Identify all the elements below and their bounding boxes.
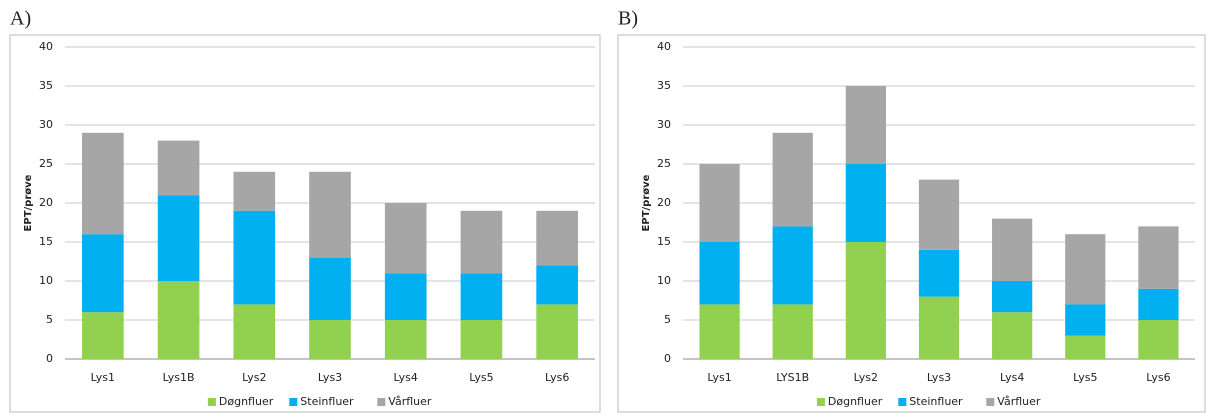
panel-label: B) <box>618 8 638 30</box>
bar-segment <box>309 320 351 359</box>
x-tick-label: Lys1B <box>163 371 195 384</box>
bar-segment <box>699 164 740 242</box>
y-tick-label: 15 <box>657 235 671 248</box>
bar-segment <box>536 210 578 266</box>
y-tick-label: 5 <box>46 313 53 326</box>
x-tick-label: Lys4 <box>1000 371 1024 384</box>
legend-label: Vårfluer <box>997 395 1041 408</box>
y-tick-label: 30 <box>39 118 53 131</box>
y-tick-label: 35 <box>657 79 671 92</box>
bar-segment <box>384 273 427 320</box>
x-tick-label: Lys5 <box>1073 371 1097 384</box>
x-tick-label: Lys2 <box>242 371 266 384</box>
x-tick-label: Lys3 <box>927 371 951 384</box>
bar-segment <box>772 226 813 305</box>
legend-swatch <box>289 398 298 406</box>
y-axis-label: EPT/prøve <box>23 174 34 231</box>
bar-segment <box>536 265 578 305</box>
y-axis-label: EPT/prøve <box>641 174 652 231</box>
bar-segment <box>918 179 960 250</box>
y-tick-label: 5 <box>664 313 671 326</box>
bar-segment <box>699 242 740 305</box>
y-tick-label: 40 <box>657 40 671 53</box>
x-tick-label: Lys1 <box>707 371 731 384</box>
y-tick-label: 25 <box>657 157 671 170</box>
bar-segment <box>460 320 503 359</box>
bar-segment <box>82 312 124 359</box>
bar-segment <box>992 218 1033 281</box>
y-tick-label: 35 <box>39 79 53 92</box>
legend-swatch <box>986 398 995 406</box>
y-tick-label: 0 <box>46 352 53 365</box>
y-tick-label: 30 <box>657 118 671 131</box>
x-tick-label: Lys2 <box>854 371 878 384</box>
bar-segment <box>384 203 427 274</box>
bar-segment <box>1065 234 1106 305</box>
y-tick-label: 40 <box>39 40 53 53</box>
x-tick-label: Lys3 <box>318 371 342 384</box>
legend-label: Vårfluer <box>388 395 432 408</box>
bar-segment <box>1065 304 1106 336</box>
legend-label: Døgnfluer <box>219 395 274 408</box>
bar-segment <box>918 296 960 359</box>
legend-swatch <box>898 398 907 406</box>
bar-segment <box>309 257 351 320</box>
legend-label: Døgnfluer <box>828 395 883 408</box>
legend-swatch <box>377 398 386 406</box>
bar-segment <box>772 304 813 359</box>
y-tick-label: 10 <box>657 274 671 287</box>
x-tick-label: Lys6 <box>1146 371 1170 384</box>
y-tick-label: 15 <box>39 235 53 248</box>
bar-segment <box>845 242 886 359</box>
legend-swatch <box>816 398 825 406</box>
bar-segment <box>384 320 427 359</box>
x-tick-label: Lys4 <box>394 371 418 384</box>
x-tick-label: LYS1B <box>776 371 809 384</box>
bar-segment <box>460 210 503 274</box>
bar-segment <box>992 312 1033 359</box>
legend-label: Steinfluer <box>909 395 963 408</box>
bar-segment <box>233 210 276 305</box>
bar-segment <box>157 140 200 196</box>
bar-segment <box>845 86 886 164</box>
bar-segment <box>1138 320 1179 359</box>
bar-segment <box>1138 226 1179 289</box>
y-tick-label: 20 <box>39 196 53 209</box>
bar-segment <box>699 304 740 359</box>
bar-segment <box>309 171 351 258</box>
bar-segment <box>536 304 578 359</box>
x-tick-label: Lys5 <box>469 371 493 384</box>
chart-border <box>9 34 601 413</box>
bar-segment <box>233 171 276 211</box>
bar-segment <box>157 195 200 281</box>
bar-segment <box>157 281 200 359</box>
bar-segment <box>845 164 886 242</box>
bar-segment <box>82 234 124 313</box>
legend-swatch <box>207 398 216 406</box>
bar-segment <box>460 273 503 320</box>
x-tick-label: Lys1 <box>91 371 115 384</box>
y-tick-label: 10 <box>39 274 53 287</box>
bar-segment <box>1065 335 1106 359</box>
y-tick-label: 0 <box>664 352 671 365</box>
panel-label: A) <box>10 8 31 30</box>
bar-segment <box>82 132 124 235</box>
y-tick-label: 20 <box>657 196 671 209</box>
x-tick-label: Lys6 <box>545 371 569 384</box>
bar-segment <box>918 249 960 297</box>
y-tick-label: 25 <box>39 157 53 170</box>
bar-segment <box>1138 288 1179 320</box>
chart-border <box>617 34 1206 413</box>
bar-segment <box>772 132 813 227</box>
legend-label: Steinfluer <box>300 395 354 408</box>
bar-segment <box>233 304 276 359</box>
bar-segment <box>992 281 1033 313</box>
